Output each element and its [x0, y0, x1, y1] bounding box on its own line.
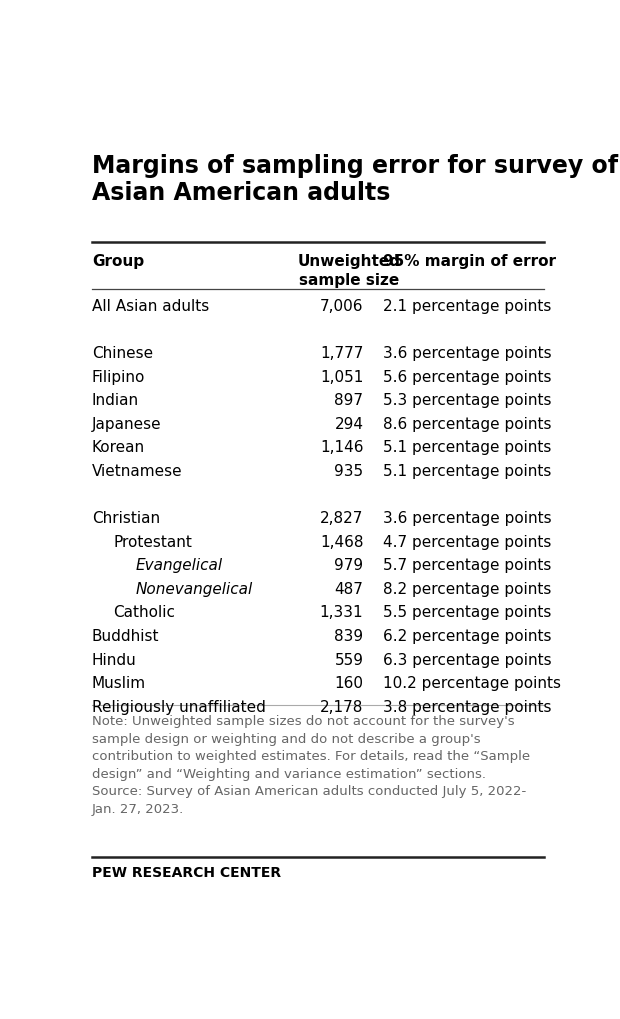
Text: Margins of sampling error for survey of
Asian American adults: Margins of sampling error for survey of …: [92, 154, 618, 205]
Text: Group: Group: [92, 254, 144, 269]
Text: Christian: Christian: [92, 511, 160, 526]
Text: 1,051: 1,051: [320, 370, 363, 384]
Text: 5.5 percentage points: 5.5 percentage points: [383, 605, 551, 620]
Text: 2,827: 2,827: [320, 511, 363, 526]
Text: 8.2 percentage points: 8.2 percentage points: [383, 581, 551, 596]
Text: 2,178: 2,178: [320, 699, 363, 714]
Text: Religiously unaffiliated: Religiously unaffiliated: [92, 699, 266, 714]
Text: Unweighted
sample size: Unweighted sample size: [298, 254, 401, 287]
Text: Buddhist: Buddhist: [92, 629, 159, 643]
Text: Vietnamese: Vietnamese: [92, 464, 182, 479]
Text: 5.7 percentage points: 5.7 percentage points: [383, 557, 551, 573]
Text: Chinese: Chinese: [92, 345, 153, 361]
Text: 3.8 percentage points: 3.8 percentage points: [383, 699, 551, 714]
Text: 5.3 percentage points: 5.3 percentage points: [383, 393, 551, 408]
Text: Muslim: Muslim: [92, 676, 146, 691]
Text: Indian: Indian: [92, 393, 139, 408]
Text: Filipino: Filipino: [92, 370, 145, 384]
Text: 979: 979: [334, 557, 363, 573]
Text: 4.7 percentage points: 4.7 percentage points: [383, 534, 551, 549]
Text: Nonevangelical: Nonevangelical: [135, 581, 252, 596]
Text: Protestant: Protestant: [113, 534, 192, 549]
Text: 1,777: 1,777: [320, 345, 363, 361]
Text: Japanese: Japanese: [92, 417, 162, 431]
Text: 95% margin of error: 95% margin of error: [383, 254, 556, 269]
Text: 3.6 percentage points: 3.6 percentage points: [383, 511, 551, 526]
Text: 2.1 percentage points: 2.1 percentage points: [383, 299, 551, 314]
Text: 1,468: 1,468: [320, 534, 363, 549]
Text: 160: 160: [334, 676, 363, 691]
Text: 839: 839: [334, 629, 363, 643]
Text: Catholic: Catholic: [113, 605, 175, 620]
Text: 935: 935: [334, 464, 363, 479]
Text: 1,146: 1,146: [320, 440, 363, 455]
Text: 294: 294: [334, 417, 363, 431]
Text: 7,006: 7,006: [320, 299, 363, 314]
Text: Note: Unweighted sample sizes do not account for the survey's
sample design or w: Note: Unweighted sample sizes do not acc…: [92, 714, 530, 815]
Text: All Asian adults: All Asian adults: [92, 299, 209, 314]
Text: 1,331: 1,331: [320, 605, 363, 620]
Text: 5.1 percentage points: 5.1 percentage points: [383, 464, 551, 479]
Text: Korean: Korean: [92, 440, 145, 455]
Text: 559: 559: [334, 652, 363, 666]
Text: 5.6 percentage points: 5.6 percentage points: [383, 370, 551, 384]
Text: 3.6 percentage points: 3.6 percentage points: [383, 345, 551, 361]
Text: PEW RESEARCH CENTER: PEW RESEARCH CENTER: [92, 865, 281, 879]
Text: 897: 897: [334, 393, 363, 408]
Text: 10.2 percentage points: 10.2 percentage points: [383, 676, 560, 691]
Text: 6.3 percentage points: 6.3 percentage points: [383, 652, 551, 666]
Text: 8.6 percentage points: 8.6 percentage points: [383, 417, 551, 431]
Text: Evangelical: Evangelical: [135, 557, 223, 573]
Text: 6.2 percentage points: 6.2 percentage points: [383, 629, 551, 643]
Text: Hindu: Hindu: [92, 652, 136, 666]
Text: 487: 487: [335, 581, 363, 596]
Text: 5.1 percentage points: 5.1 percentage points: [383, 440, 551, 455]
